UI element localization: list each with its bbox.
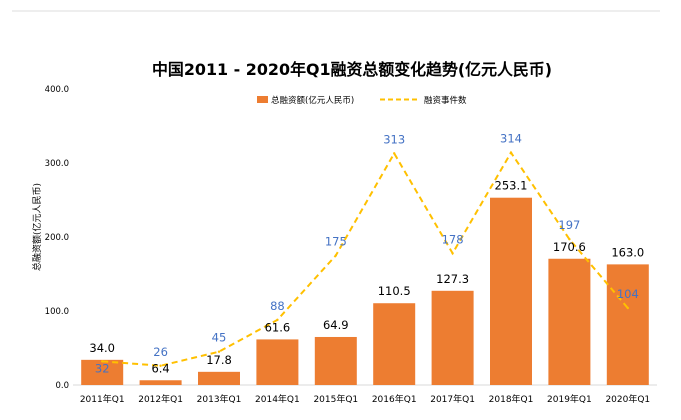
line-point-4 xyxy=(276,318,279,322)
bar-value-label: 253.1 xyxy=(495,179,528,193)
line-point-2 xyxy=(159,364,162,367)
x-tick-label: 2018年Q1 xyxy=(489,393,534,405)
x-tick-label: 2017年Q1 xyxy=(430,393,475,405)
x-tick-label: 2019年Q1 xyxy=(547,393,592,405)
y-axis-label: 总融资额(亿元人民币) xyxy=(31,183,43,271)
line-point-10 xyxy=(626,306,629,310)
x-tick-label: 2014年Q1 xyxy=(255,393,300,405)
bar-value-label: 61.6 xyxy=(265,320,291,334)
line-point-1 xyxy=(101,360,104,363)
chart-title: 中国2011 - 2020年Q1融资总额变化趋势(亿元人民币) xyxy=(152,60,552,79)
bar-value-label: 127.3 xyxy=(436,272,469,286)
line-value-label: 175 xyxy=(325,235,347,249)
line-value-label: 32 xyxy=(95,361,110,375)
bar-8 xyxy=(490,197,532,385)
line-value-label: 88 xyxy=(270,299,285,313)
legend-line-label: 融资事件数 xyxy=(424,95,467,106)
line-value-label: 26 xyxy=(153,345,168,359)
x-tick-label: 2011年Q1 xyxy=(80,393,125,405)
bar-9 xyxy=(548,258,591,385)
y-tick-label: 400.0 xyxy=(45,85,69,95)
bar-value-label: 163.0 xyxy=(611,245,644,259)
legend-bar-label: 总融资额(亿元人民币) xyxy=(271,95,354,106)
line-point-9 xyxy=(568,238,571,241)
bar-value-label: 6.4 xyxy=(151,361,169,375)
line-value-label: 104 xyxy=(617,287,639,301)
y-tick-label: 100.0 xyxy=(45,307,69,317)
line-value-label: 313 xyxy=(383,132,405,146)
bar-2 xyxy=(139,380,182,385)
line-series-path xyxy=(102,150,629,367)
line-value-label: 197 xyxy=(558,218,580,232)
bar-value-label: 64.9 xyxy=(323,318,349,332)
y-tick-label: 200.0 xyxy=(45,233,69,243)
x-tick-label: 2020年Q1 xyxy=(605,393,650,405)
line-point-6 xyxy=(393,152,396,155)
bar-4 xyxy=(256,339,299,385)
bar-value-label: 110.5 xyxy=(378,284,411,298)
bar-1 xyxy=(81,359,124,385)
x-tick-label: 2013年Q1 xyxy=(197,393,242,405)
x-tick-label: 2016年Q1 xyxy=(372,393,417,405)
line-point-3 xyxy=(217,350,221,353)
x-tick-label: 2012年Q1 xyxy=(138,393,183,405)
bar-value-label: 170.6 xyxy=(553,240,586,254)
y-tick-label: 300.0 xyxy=(45,159,69,169)
bar-value-label: 17.8 xyxy=(206,353,232,367)
bar-7 xyxy=(431,290,474,385)
line-value-label: 45 xyxy=(212,331,227,345)
x-tick-label: 2015年Q1 xyxy=(313,393,358,405)
legend-bar-swatch xyxy=(257,96,268,103)
line-value-label: 314 xyxy=(500,132,522,146)
bar-5 xyxy=(314,336,357,385)
line-point-8 xyxy=(509,151,513,154)
line-point-7 xyxy=(451,252,454,255)
y-tick-label: 0.0 xyxy=(55,381,69,391)
bar-6 xyxy=(373,303,416,385)
line-point-5 xyxy=(334,254,337,257)
bar-value-label: 34.0 xyxy=(89,341,115,355)
line-value-label: 178 xyxy=(442,232,464,246)
bar-3 xyxy=(198,371,240,385)
bar-10 xyxy=(606,264,649,385)
